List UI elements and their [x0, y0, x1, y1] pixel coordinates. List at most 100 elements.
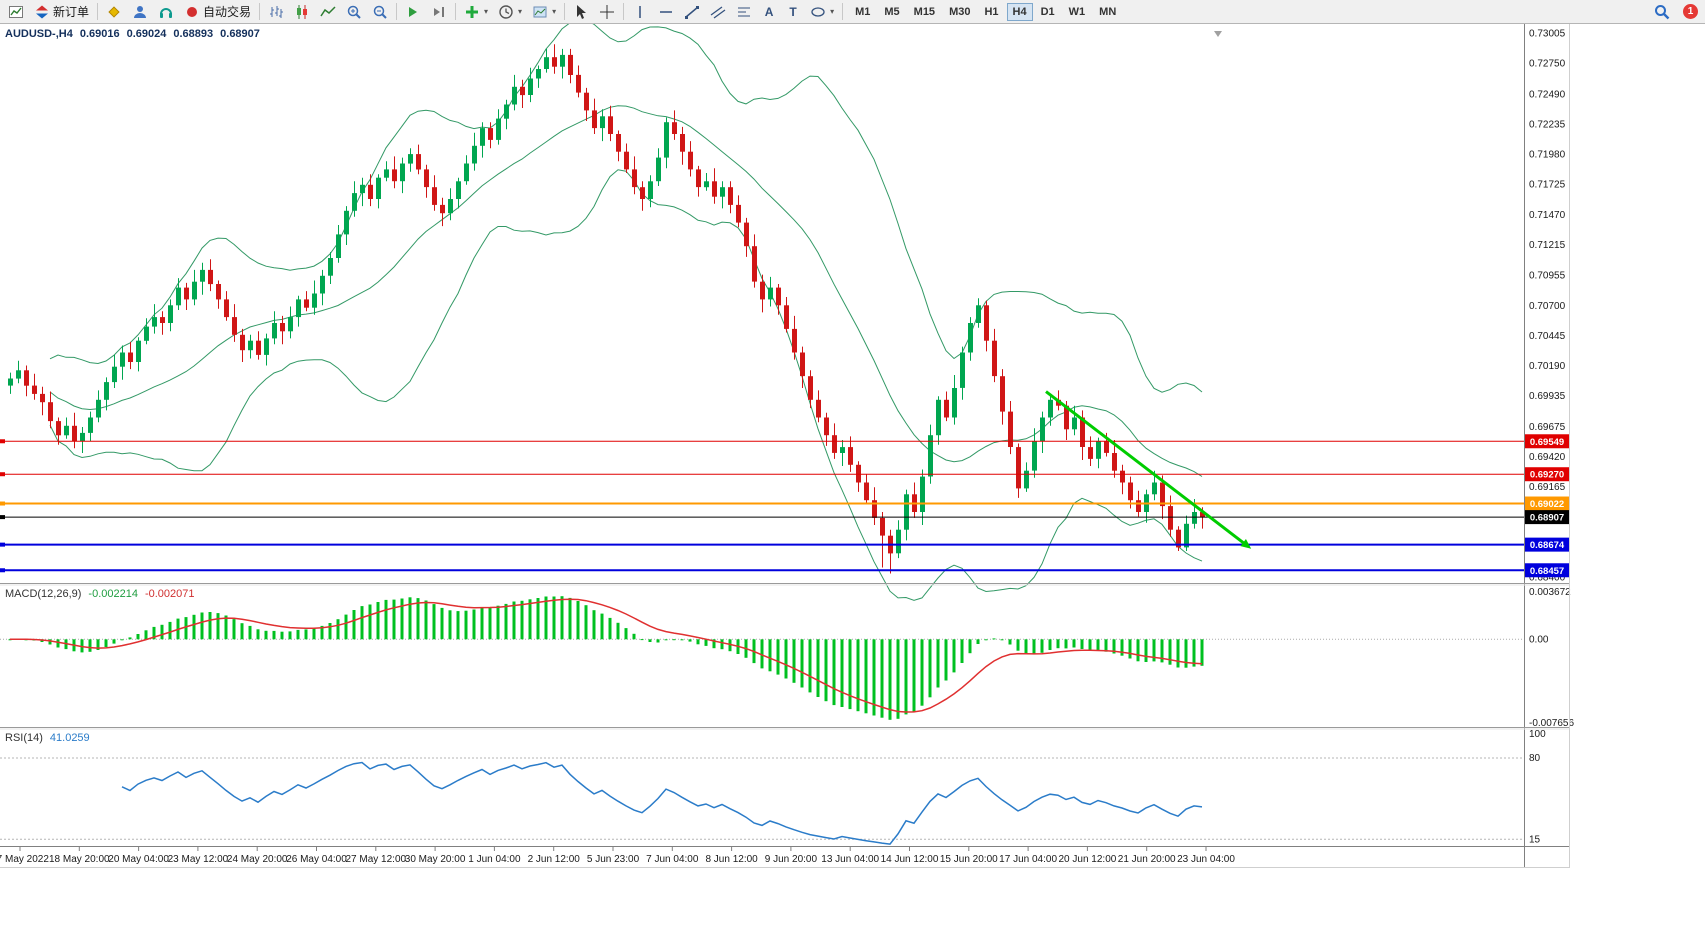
toolbar: 新订单 自动交易	[0, 0, 1705, 24]
chevron-down-icon: ▾	[484, 7, 489, 16]
bar-chart-button[interactable]	[263, 0, 289, 24]
zoom-out-button[interactable]	[367, 0, 393, 24]
new-order-button[interactable]: 新订单	[29, 0, 94, 24]
zoom-in-button[interactable]	[341, 0, 367, 24]
svg-text:20 Jun 12:00: 20 Jun 12:00	[1058, 854, 1116, 865]
candlestick-icon	[297, 4, 308, 19]
svg-text:27 May 12:00: 27 May 12:00	[345, 854, 406, 865]
chevron-down-icon: ▾	[552, 7, 557, 16]
label-icon: T	[789, 4, 797, 19]
svg-text:0.69675: 0.69675	[1529, 422, 1566, 433]
candlesticks	[8, 44, 1205, 574]
level-left-marker	[0, 542, 5, 547]
macd-signal-line	[9, 598, 1203, 713]
new-order-label: 新订单	[53, 5, 90, 19]
svg-text:0.71470: 0.71470	[1529, 210, 1566, 221]
templates-button[interactable]: ▾	[527, 0, 561, 24]
svg-text:0.68674: 0.68674	[1530, 540, 1565, 551]
timeframe-toolbar: M1 M5 M15 M30 H1 H4 D1 W1 MN	[848, 2, 1123, 21]
indicators-button[interactable]: ▾	[459, 0, 493, 24]
periods-button[interactable]: ▾	[493, 0, 527, 24]
horizontal-line-tool-button[interactable]	[653, 0, 679, 24]
auto-trading-label: 自动交易	[203, 5, 252, 19]
trend-arrow-line[interactable]	[1045, 390, 1249, 548]
trendline-icon	[685, 5, 700, 19]
bollinger-lower-band	[49, 169, 1203, 601]
cursor-icon	[577, 4, 587, 19]
svg-text:1 Jun 04:00: 1 Jun 04:00	[468, 854, 521, 865]
timeframe-button-h4[interactable]: H4	[1006, 2, 1033, 21]
chart-shift-button[interactable]	[426, 0, 452, 24]
price-tag-0.69549: 0.69549	[1525, 434, 1569, 449]
template-icon	[533, 6, 547, 17]
svg-text:0.68457: 0.68457	[1530, 566, 1564, 577]
macd-axis-label: 0.003672	[1529, 587, 1571, 598]
timeframe-button-m30[interactable]: M30	[949, 5, 971, 18]
svg-text:5 Jun 23:00: 5 Jun 23:00	[587, 854, 640, 865]
candlestick-chart-button[interactable]	[289, 0, 315, 24]
svg-text:24 May 20:00: 24 May 20:00	[227, 854, 288, 865]
price-tag-0.68907: 0.68907	[1525, 510, 1569, 525]
fibonacci-tool-button[interactable]	[731, 0, 757, 24]
price-axis[interactable]: 0.73005 0.72750 0.72490 0.72235 0.71980 0.717…	[1529, 29, 1566, 584]
svg-text:0.73005: 0.73005	[1529, 29, 1566, 40]
timeframe-button-m15[interactable]: M15	[913, 5, 936, 18]
timeframe-button-w1[interactable]: W1	[1068, 5, 1086, 18]
new-chart-button[interactable]	[3, 0, 29, 24]
rsi-axis-label: 100	[1529, 729, 1546, 740]
support-button[interactable]	[153, 0, 179, 24]
zoom-out-icon	[373, 5, 387, 19]
macd-signal-value: -0.002071	[144, 588, 195, 600]
price-tag-0.68674: 0.68674	[1525, 537, 1569, 552]
zoom-in-icon	[347, 5, 361, 19]
macd-indicator-label: MACD(12,26,9) -0.002214 -0.002071	[5, 588, 195, 600]
cursor-tool-button[interactable]	[568, 0, 594, 24]
svg-text:17 May 2022: 17 May 2022	[0, 854, 49, 865]
svg-text:23 May 12:00: 23 May 12:00	[168, 854, 229, 865]
trendline-tool-button[interactable]	[679, 0, 705, 24]
vertical-line-tool-button[interactable]	[627, 0, 653, 24]
svg-text:0.68907: 0.68907	[1530, 513, 1564, 524]
notification-badge[interactable]: 1	[1683, 4, 1698, 19]
trend-arrow-head	[1240, 539, 1252, 549]
macd-axis-label: 0.00	[1529, 634, 1549, 645]
svg-text:26 May 04:00: 26 May 04:00	[286, 854, 347, 865]
timeframe-button-h1[interactable]: H1	[984, 5, 999, 18]
market-watch-button[interactable]	[101, 0, 127, 24]
price-tag-0.69270: 0.69270	[1525, 467, 1569, 482]
svg-text:7 Jun 04:00: 7 Jun 04:00	[646, 854, 699, 865]
rsi-title: RSI(14)	[5, 732, 43, 744]
svg-text:0.68400: 0.68400	[1529, 573, 1566, 584]
svg-text:0.70445: 0.70445	[1529, 331, 1566, 342]
search-button[interactable]	[1649, 0, 1675, 24]
svg-text:21 Jun 20:00: 21 Jun 20:00	[1118, 854, 1176, 865]
channel-tool-button[interactable]	[705, 0, 731, 24]
svg-text:0.71980: 0.71980	[1529, 150, 1566, 161]
chart-shift-marker[interactable]	[1214, 31, 1222, 37]
price-tag-0.68457: 0.68457	[1525, 563, 1569, 578]
accounts-button[interactable]	[127, 0, 153, 24]
shapes-tool-button[interactable]: ▾	[805, 0, 839, 24]
macd-title: MACD(12,26,9)	[5, 588, 82, 600]
text-tool-button[interactable]: A	[757, 0, 781, 24]
level-left-marker	[0, 515, 5, 520]
svg-text:0.69935: 0.69935	[1529, 391, 1566, 402]
line-chart-button[interactable]	[315, 0, 341, 24]
auto-trading-button[interactable]: 自动交易	[179, 0, 256, 24]
chart-canvas[interactable]: 0.73005 0.72750 0.72490 0.72235 0.71980 0.717…	[0, 24, 1705, 947]
crosshair-tool-button[interactable]	[594, 0, 620, 24]
auto-scroll-button[interactable]	[400, 0, 426, 24]
svg-text:0.70955: 0.70955	[1529, 271, 1566, 282]
indicators-icon	[466, 5, 479, 18]
label-tool-button[interactable]: T	[781, 0, 805, 24]
timeframe-button-m5[interactable]: M5	[884, 5, 900, 18]
timeframe-button-m1[interactable]: M1	[855, 5, 871, 18]
svg-text:0.72490: 0.72490	[1529, 89, 1566, 100]
svg-text:23 Jun 04:00: 23 Jun 04:00	[1177, 854, 1235, 865]
symbol-period-label: AUDUSD-,H4	[5, 28, 73, 40]
svg-text:9 Jun 20:00: 9 Jun 20:00	[765, 854, 818, 865]
timeframe-button-mn[interactable]: MN	[1099, 5, 1117, 18]
timeframe-button-d1[interactable]: D1	[1040, 5, 1055, 18]
quote-high: 0.69024	[126, 28, 167, 40]
